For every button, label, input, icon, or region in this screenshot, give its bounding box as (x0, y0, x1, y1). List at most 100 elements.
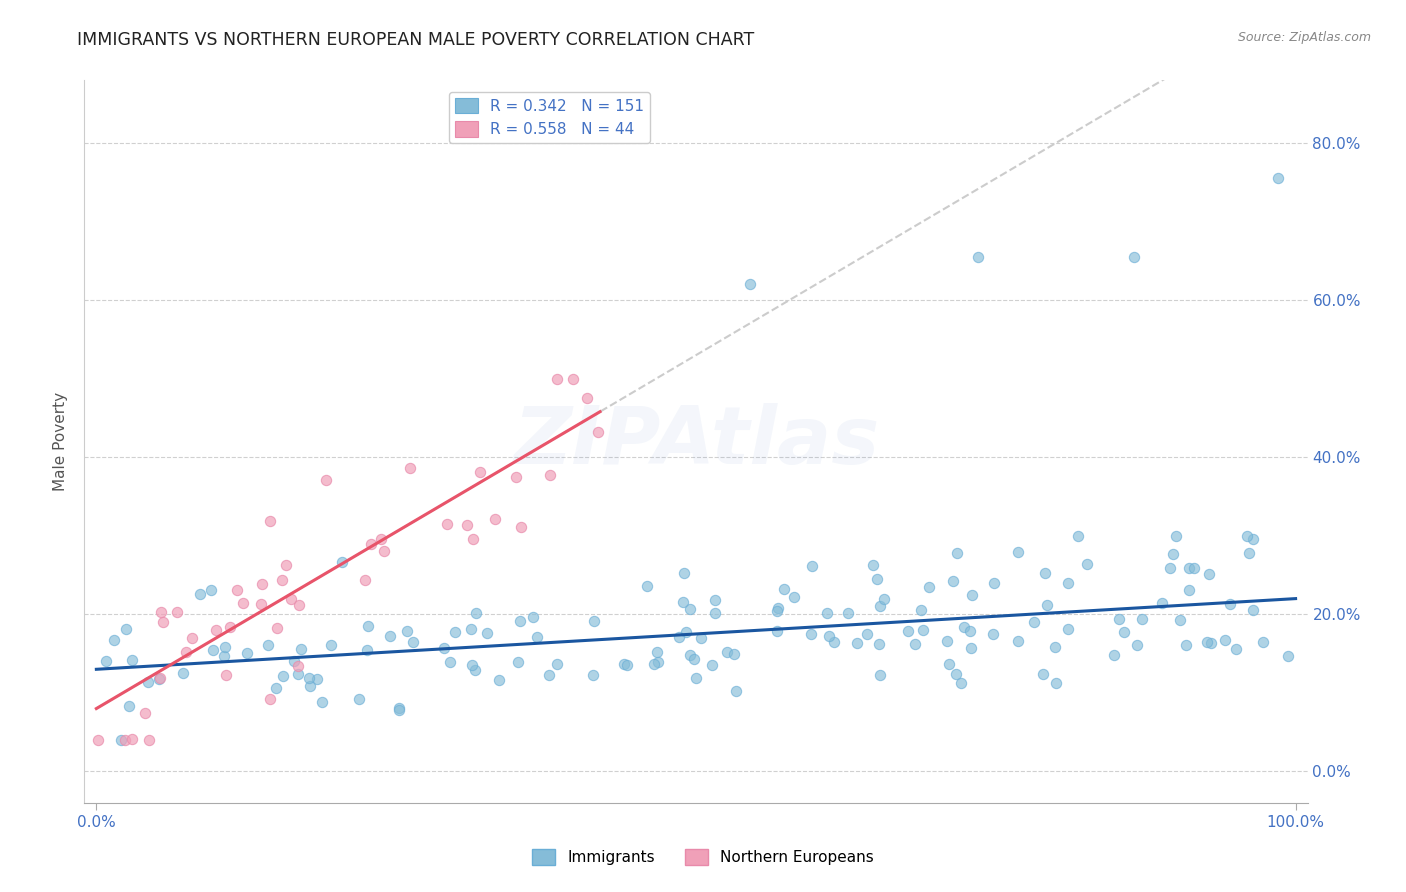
Point (1182, 561, 1205, 575)
Point (773, 582, 796, 597)
Point (1199, 635, 1222, 649)
Point (679, 648, 702, 663)
Point (283, 654, 305, 668)
Point (1178, 560, 1201, 574)
Point (214, 640, 236, 654)
Point (936, 634, 959, 648)
Point (321, 638, 343, 652)
Point (983, 576, 1005, 591)
Legend: Immigrants, Northern Europeans: Immigrants, Northern Europeans (526, 843, 880, 871)
Point (510, 520, 533, 534)
Point (647, 655, 669, 669)
Point (945, 546, 967, 560)
Point (872, 591, 894, 606)
Point (897, 624, 920, 639)
Point (766, 601, 789, 615)
Point (766, 624, 789, 638)
Point (115, 622, 138, 636)
Text: Source: ZipAtlas.com: Source: ZipAtlas.com (1237, 31, 1371, 45)
Point (703, 606, 725, 620)
Point (436, 516, 458, 531)
Point (148, 672, 170, 686)
Point (188, 586, 211, 600)
Point (174, 645, 197, 659)
Point (526, 630, 548, 644)
Point (683, 652, 706, 666)
Point (953, 620, 976, 634)
Point (360, 536, 382, 550)
Point (484, 512, 506, 526)
Point (823, 634, 845, 648)
Point (460, 622, 482, 636)
Point (1112, 624, 1135, 639)
Y-axis label: Male Poverty: Male Poverty (53, 392, 69, 491)
Point (398, 461, 420, 475)
Point (256, 639, 278, 653)
Point (1045, 640, 1067, 654)
Point (271, 574, 294, 588)
Point (121, 731, 143, 746)
Point (205, 623, 228, 637)
Point (259, 691, 281, 706)
Point (226, 583, 249, 598)
Point (522, 610, 544, 624)
Point (1036, 598, 1059, 612)
Point (1150, 596, 1173, 610)
Point (1253, 634, 1275, 648)
Point (537, 667, 560, 681)
Point (181, 631, 204, 645)
Point (103, 633, 125, 648)
Point (388, 703, 411, 717)
Point (475, 625, 498, 640)
Point (86, 733, 108, 747)
Point (354, 573, 377, 587)
Point (704, 592, 727, 607)
Point (433, 641, 456, 656)
Point (402, 635, 425, 649)
Point (911, 624, 934, 638)
Point (904, 637, 927, 651)
Point (1237, 546, 1260, 560)
Point (266, 681, 288, 695)
Point (388, 700, 411, 714)
Point (202, 642, 225, 657)
Point (136, 674, 159, 689)
Point (546, 372, 568, 386)
Point (443, 625, 465, 640)
Point (672, 594, 695, 608)
Point (266, 621, 288, 635)
Point (949, 676, 972, 690)
Point (370, 533, 392, 547)
Point (1177, 583, 1199, 598)
Point (866, 573, 889, 587)
Point (280, 592, 302, 607)
Point (546, 657, 568, 671)
Point (305, 672, 328, 686)
Point (287, 658, 309, 673)
Point (613, 657, 636, 672)
Point (1197, 635, 1219, 649)
Point (1126, 638, 1149, 652)
Point (837, 607, 859, 621)
Point (149, 671, 172, 685)
Point (818, 629, 841, 643)
Point (689, 632, 711, 646)
Point (96, 654, 118, 668)
Point (439, 655, 461, 669)
Point (1225, 641, 1247, 656)
Point (938, 657, 960, 671)
Point (1198, 567, 1220, 582)
Point (1032, 667, 1054, 681)
Point (315, 473, 337, 487)
Point (150, 605, 173, 619)
Point (395, 624, 418, 638)
Point (616, 658, 638, 673)
Point (679, 602, 702, 616)
Point (588, 425, 610, 440)
Point (766, 604, 789, 618)
Point (1159, 561, 1181, 575)
Point (685, 671, 707, 685)
Point (1267, 171, 1289, 186)
Point (700, 657, 723, 672)
Point (583, 614, 606, 628)
